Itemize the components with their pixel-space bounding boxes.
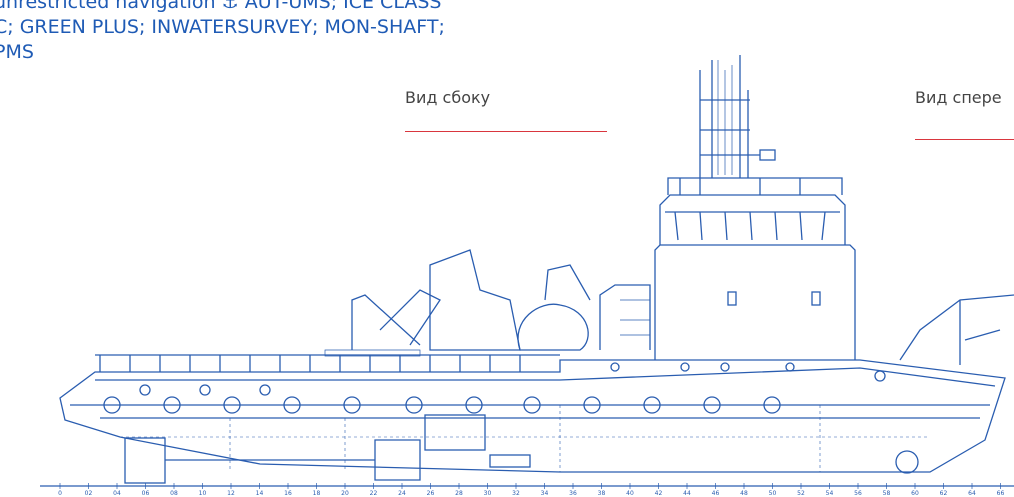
frame-label: 58: [883, 490, 891, 497]
frame-label: 50: [769, 490, 777, 497]
frame-label: 52: [797, 490, 805, 497]
frame-label: 20: [341, 490, 349, 497]
frame-label: 14: [256, 490, 264, 497]
frame-label: 32: [512, 490, 520, 497]
ship-drawing: 0 02 04 06 08 10 12 14 16 18 20 22 24 26 28 30 32 34 36 38 4…: [0, 0, 1014, 497]
frame-label: 24: [398, 490, 406, 497]
frame-label: 48: [740, 490, 748, 497]
frame-label: 36: [569, 490, 577, 497]
frame-label: 04: [113, 490, 121, 497]
frame-label: 22: [370, 490, 378, 497]
superstructure: [655, 55, 855, 360]
frame-label: 56: [854, 490, 862, 497]
frame-label: 06: [142, 490, 150, 497]
frame-label: 42: [655, 490, 663, 497]
frame-label: 0: [58, 490, 62, 497]
frame-label: 38: [598, 490, 606, 497]
page: {"header":{"lines":["unrestricted naviga…: [0, 0, 1014, 497]
frame-label: 34: [541, 490, 549, 497]
frame-label: 60: [911, 490, 919, 497]
frame-label: 64: [968, 490, 976, 497]
frame-label: 12: [227, 490, 235, 497]
frame-label: 28: [455, 490, 463, 497]
frame-label: 10: [199, 490, 207, 497]
machinery: [125, 405, 820, 483]
frame-label: 44: [683, 490, 691, 497]
frame-label: 30: [484, 490, 492, 497]
frame-label: 40: [626, 490, 634, 497]
frame-label: 26: [427, 490, 435, 497]
frame-label: 54: [826, 490, 834, 497]
hull: [60, 350, 1005, 472]
frame-label: 16: [284, 490, 292, 497]
frame-label: 08: [170, 490, 178, 497]
frame-label: 66: [997, 490, 1005, 497]
frame-label: 02: [85, 490, 93, 497]
frame-label: 62: [940, 490, 948, 497]
frame-label: 46: [712, 490, 720, 497]
frame-label: 18: [313, 490, 321, 497]
frame-scale: 0 02 04 06 08 10 12 14 16 18 20 22 24 26 28 30 32 34 36 38 4…: [58, 483, 1004, 497]
deck-equipment: [352, 250, 1014, 365]
